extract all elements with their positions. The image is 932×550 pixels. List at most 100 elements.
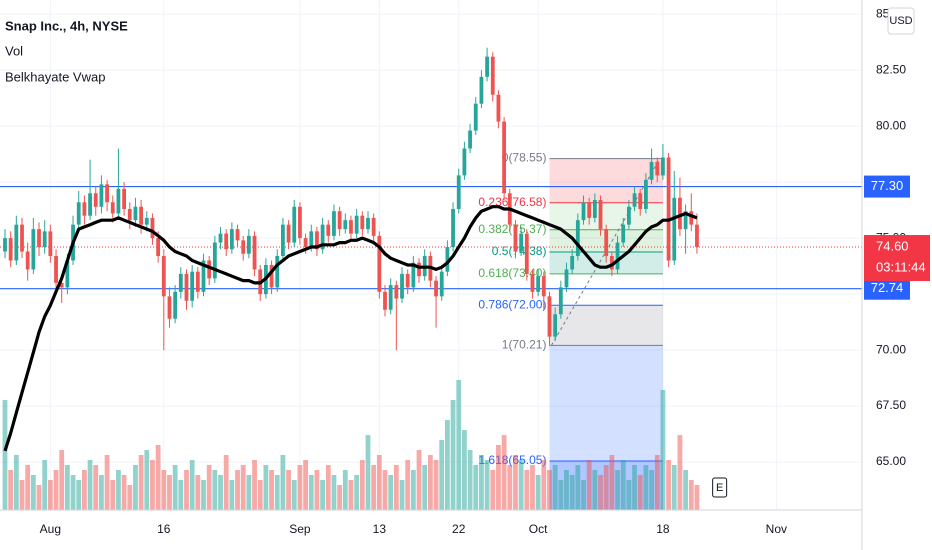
volume-bar xyxy=(688,480,694,510)
volume-bar xyxy=(342,470,348,510)
x-tick-label: Nov xyxy=(766,522,787,536)
volume-bar xyxy=(603,465,609,510)
candle-body xyxy=(638,193,643,209)
volume-bar xyxy=(212,470,218,510)
volume-bar xyxy=(552,465,558,510)
volume-bar xyxy=(581,480,586,510)
candle-body xyxy=(524,233,529,274)
chart-title: Snap Inc., 4h, NYSE xyxy=(5,18,128,33)
countdown-label: 03:11:44 xyxy=(876,259,926,274)
candle-body xyxy=(592,200,597,218)
currency-label: USD xyxy=(889,15,912,27)
candle-body xyxy=(689,211,694,225)
candle-body xyxy=(246,235,251,254)
volume-bar xyxy=(609,455,615,510)
candle-body xyxy=(31,229,36,270)
y-tick-label: 65.00 xyxy=(876,454,906,468)
volume-bar xyxy=(127,485,133,510)
candle-body xyxy=(309,231,314,248)
volume-bar xyxy=(388,475,394,510)
volume-bar xyxy=(694,485,700,510)
volume-bar xyxy=(195,475,201,510)
y-tick-label: 70.00 xyxy=(876,342,906,356)
candle-body xyxy=(37,229,41,248)
candle-body xyxy=(190,271,195,301)
candle-body xyxy=(14,224,19,261)
candle-body xyxy=(82,202,87,216)
candle-body xyxy=(366,217,370,230)
volume-bar xyxy=(649,470,654,510)
volume-bar xyxy=(541,460,547,510)
candle-body xyxy=(411,262,416,288)
fib-label: 0.618(73.40) xyxy=(478,266,546,280)
volume-bar xyxy=(76,480,82,510)
volume-bar xyxy=(456,380,462,510)
candle-body xyxy=(337,211,342,230)
volume-bar xyxy=(59,450,65,510)
candle-body xyxy=(547,296,552,337)
candle-body xyxy=(184,273,189,301)
candle-body xyxy=(59,282,64,288)
volume-bar xyxy=(8,470,14,510)
candle-body xyxy=(581,202,586,221)
volume-bar xyxy=(376,455,382,510)
candle-body xyxy=(127,208,132,221)
candle-body xyxy=(65,260,70,288)
candle-body xyxy=(400,273,404,299)
candle-body xyxy=(615,242,620,270)
volume-bar xyxy=(405,460,411,510)
candle-body xyxy=(621,224,626,243)
candle-body xyxy=(519,233,524,252)
volume-bar xyxy=(87,460,93,510)
volume-bar xyxy=(365,435,371,510)
volume-bar xyxy=(331,475,337,510)
volume-bar xyxy=(189,460,195,510)
candle-body xyxy=(116,188,121,214)
candle-body xyxy=(315,231,319,250)
candle-body xyxy=(269,264,274,288)
candle-body xyxy=(20,224,24,252)
candle-body xyxy=(167,296,172,319)
candle-body xyxy=(383,291,387,310)
volume-bar xyxy=(161,470,167,510)
volume-bar xyxy=(19,480,25,510)
volume-bar xyxy=(569,475,575,510)
candle-body xyxy=(360,215,365,230)
volume-bar xyxy=(93,465,99,510)
earnings-label: E xyxy=(716,482,723,494)
candle-body xyxy=(25,251,30,270)
volume-bar xyxy=(671,465,677,510)
candle-body xyxy=(161,256,166,297)
volume-bar xyxy=(518,460,524,510)
volume-bar xyxy=(410,470,416,510)
volume-bar xyxy=(354,475,360,510)
candle-body xyxy=(632,193,637,207)
x-tick-label: 22 xyxy=(452,522,466,536)
candle-body xyxy=(558,287,563,315)
candle-body xyxy=(564,269,569,288)
candle-body xyxy=(229,229,234,250)
candle-body xyxy=(320,224,325,250)
volume-bar xyxy=(178,480,184,510)
volume-bar xyxy=(615,470,620,510)
volume-bar xyxy=(564,470,569,510)
price-tag-label: 77.30 xyxy=(871,178,904,193)
volume-bar xyxy=(263,465,269,510)
volume-bar xyxy=(348,480,354,510)
x-tick-label: Aug xyxy=(40,522,61,536)
volume-bar xyxy=(444,420,450,510)
candle-body xyxy=(48,231,53,257)
candle-body xyxy=(42,231,47,248)
volume-bar xyxy=(201,480,206,510)
volume-bar xyxy=(660,390,666,510)
candle-body xyxy=(439,271,444,297)
candle-body xyxy=(695,224,699,248)
candle-body xyxy=(343,220,348,230)
x-tick-label: 13 xyxy=(373,522,387,536)
candle-body xyxy=(530,273,535,292)
candle-body xyxy=(377,235,382,292)
candle-body xyxy=(575,220,580,257)
candle-body xyxy=(54,256,58,283)
volume-bar xyxy=(47,480,53,510)
